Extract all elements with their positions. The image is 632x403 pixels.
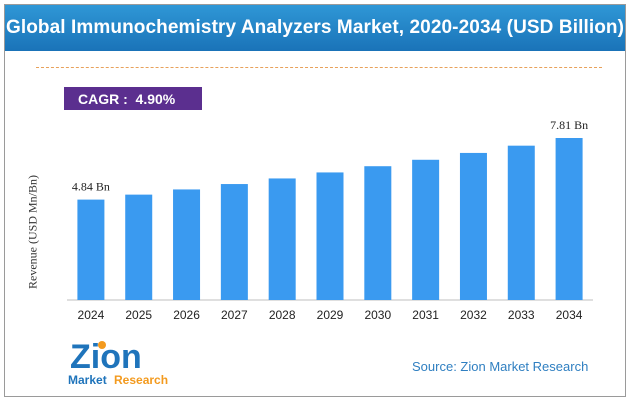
logo-brand: Zion: [70, 338, 142, 376]
logo-sub-research: Research: [114, 373, 168, 387]
zion-logo: Zion Market Research: [68, 338, 168, 387]
x-tick-label-2031: 2031: [412, 308, 439, 322]
x-tick-label-2024: 2024: [78, 308, 105, 322]
x-tick-label-2028: 2028: [269, 308, 296, 322]
bar-2025: [125, 194, 153, 300]
bar-2029: [316, 172, 344, 300]
x-tick-label-2029: 2029: [317, 308, 344, 322]
x-tick-label-2034: 2034: [556, 308, 583, 322]
bar-2028: [268, 178, 296, 300]
data-label-2034: 7.81 Bn: [550, 118, 588, 132]
x-tick-label-2033: 2033: [508, 308, 535, 322]
cagr-badge: CAGR : 4.90%: [64, 87, 202, 110]
x-tick-label-2032: 2032: [460, 308, 487, 322]
bar-2024: [77, 199, 105, 300]
bar-2034: [555, 138, 583, 300]
dashed-divider: [36, 67, 602, 68]
logo-dot-icon: [98, 341, 106, 349]
bar-2031: [412, 159, 440, 300]
chart-title: Global Immunochemistry Analyzers Market,…: [5, 5, 625, 51]
x-tick-label-2025: 2025: [125, 308, 152, 322]
bar-2030: [364, 166, 392, 300]
source-note: Source: Zion Market Research: [412, 359, 589, 374]
logo-sub-market: Market: [68, 373, 107, 387]
bar-2032: [459, 152, 487, 300]
data-label-2024: 4.84 Bn: [72, 180, 110, 194]
bar-2027: [220, 184, 248, 300]
x-tick-label-2030: 2030: [364, 308, 391, 322]
x-tick-label-2027: 2027: [221, 308, 248, 322]
bar-2033: [507, 145, 535, 300]
bar-2026: [173, 189, 201, 300]
x-tick-label-2026: 2026: [173, 308, 200, 322]
y-axis-label: Revenue (USD Mn/Bn): [25, 175, 40, 289]
